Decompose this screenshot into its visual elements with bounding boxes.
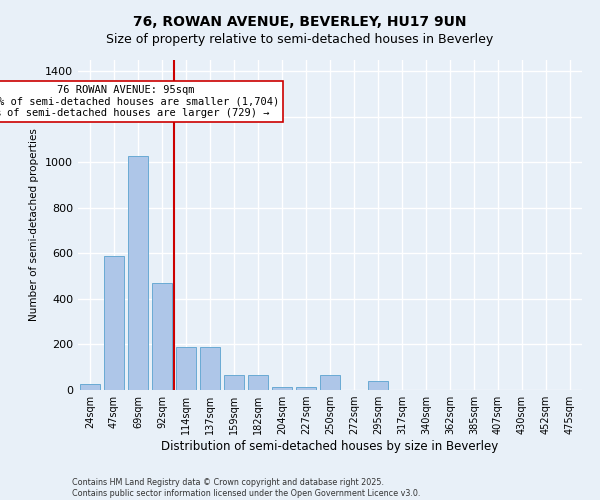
Bar bbox=[80, 384, 100, 390]
Bar bbox=[272, 386, 292, 390]
Bar bbox=[176, 347, 196, 390]
Text: 76 ROWAN AVENUE: 95sqm
← 70% of semi-detached houses are smaller (1,704)
30% of : 76 ROWAN AVENUE: 95sqm ← 70% of semi-det… bbox=[0, 85, 279, 118]
Bar bbox=[320, 375, 340, 390]
Bar bbox=[104, 256, 124, 390]
X-axis label: Distribution of semi-detached houses by size in Beverley: Distribution of semi-detached houses by … bbox=[161, 440, 499, 453]
Bar bbox=[224, 375, 244, 390]
Bar bbox=[128, 156, 148, 390]
Y-axis label: Number of semi-detached properties: Number of semi-detached properties bbox=[29, 128, 40, 322]
Bar bbox=[248, 375, 268, 390]
Text: Contains HM Land Registry data © Crown copyright and database right 2025.
Contai: Contains HM Land Registry data © Crown c… bbox=[72, 478, 421, 498]
Bar bbox=[152, 283, 172, 390]
Text: 76, ROWAN AVENUE, BEVERLEY, HU17 9UN: 76, ROWAN AVENUE, BEVERLEY, HU17 9UN bbox=[133, 15, 467, 29]
Bar bbox=[368, 381, 388, 390]
Bar bbox=[200, 347, 220, 390]
Bar bbox=[296, 386, 316, 390]
Text: Size of property relative to semi-detached houses in Beverley: Size of property relative to semi-detach… bbox=[106, 32, 494, 46]
